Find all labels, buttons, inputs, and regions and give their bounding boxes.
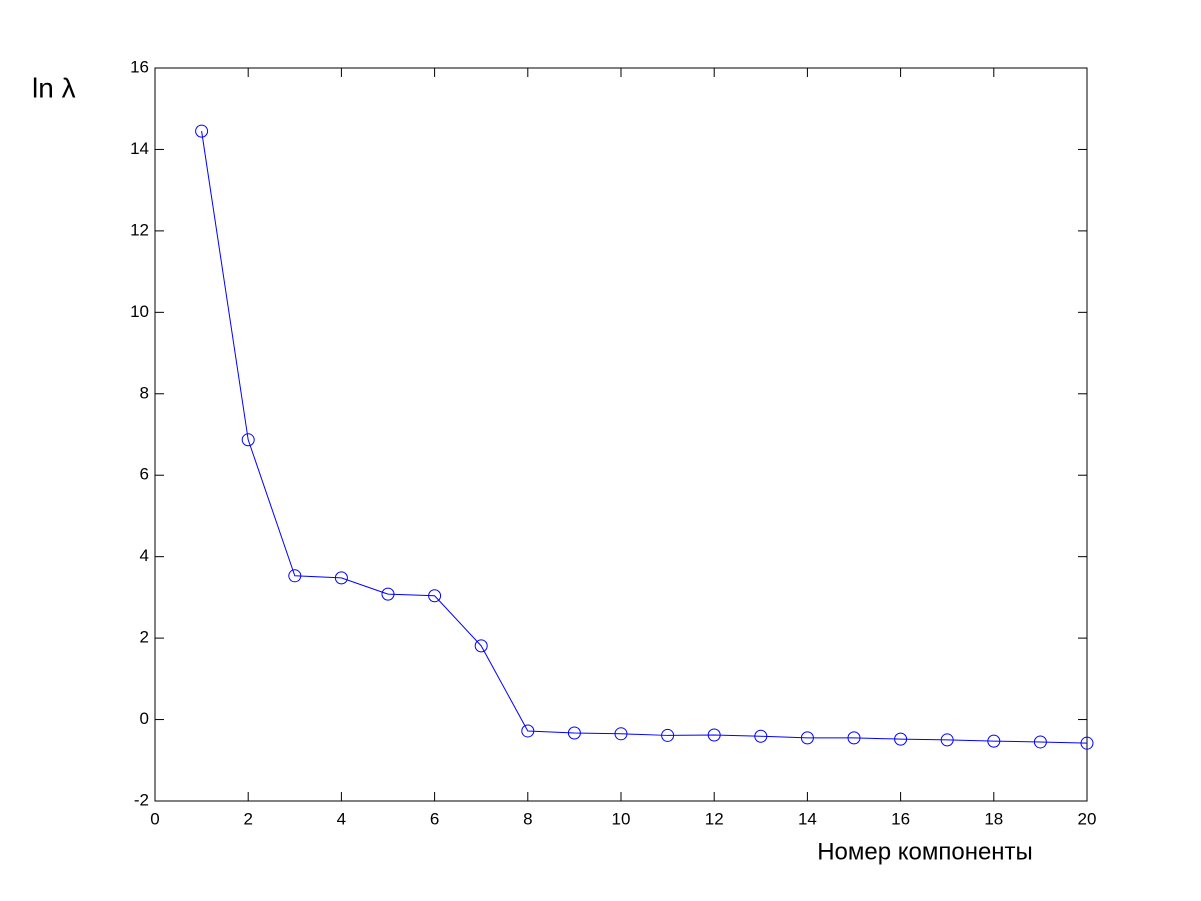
data-point xyxy=(800,731,814,745)
x-tick-label: 10 xyxy=(612,809,631,828)
y-axis-label: ln λ xyxy=(32,72,76,103)
y-tick-label: 14 xyxy=(130,139,149,158)
data-point xyxy=(1033,735,1047,749)
x-tick-label: 18 xyxy=(984,809,1003,828)
y-tick-label: 8 xyxy=(140,383,149,402)
data-point xyxy=(195,124,209,138)
x-tick-label: 8 xyxy=(523,809,532,828)
x-tick-label: 20 xyxy=(1078,809,1097,828)
y-tick-label: -2 xyxy=(134,790,149,809)
y-tick-label: 16 xyxy=(130,57,149,76)
x-tick-label: 14 xyxy=(798,809,817,828)
x-tick-label: 2 xyxy=(243,809,252,828)
x-tick-label: 0 xyxy=(150,809,159,828)
data-point xyxy=(940,733,954,747)
y-tick-label: 2 xyxy=(140,628,149,647)
y-tick-label: 0 xyxy=(140,709,149,728)
x-axis-label: Номер компоненты xyxy=(817,838,1033,865)
data-point xyxy=(428,589,442,603)
data-point xyxy=(614,727,628,741)
data-point xyxy=(987,734,1001,748)
data-point xyxy=(847,731,861,745)
data-point xyxy=(521,724,535,738)
x-tick-label: 6 xyxy=(430,809,439,828)
y-tick-label: 6 xyxy=(140,465,149,484)
y-tick-label: 10 xyxy=(130,302,149,321)
data-point xyxy=(567,726,581,740)
data-point xyxy=(707,728,721,742)
y-tick-label: 4 xyxy=(140,546,149,565)
data-point xyxy=(474,639,488,653)
data-point xyxy=(381,587,395,601)
y-tick-label: 12 xyxy=(130,220,149,239)
data-line xyxy=(201,131,1088,744)
data-point xyxy=(894,732,908,746)
data-point xyxy=(288,569,302,583)
data-point xyxy=(334,571,348,585)
data-point xyxy=(754,729,768,743)
data-point xyxy=(1080,736,1094,750)
data-point xyxy=(661,728,675,742)
data-point xyxy=(241,433,255,447)
x-tick-label: 16 xyxy=(891,809,910,828)
x-tick-label: 12 xyxy=(705,809,724,828)
x-tick-label: 4 xyxy=(337,809,346,828)
